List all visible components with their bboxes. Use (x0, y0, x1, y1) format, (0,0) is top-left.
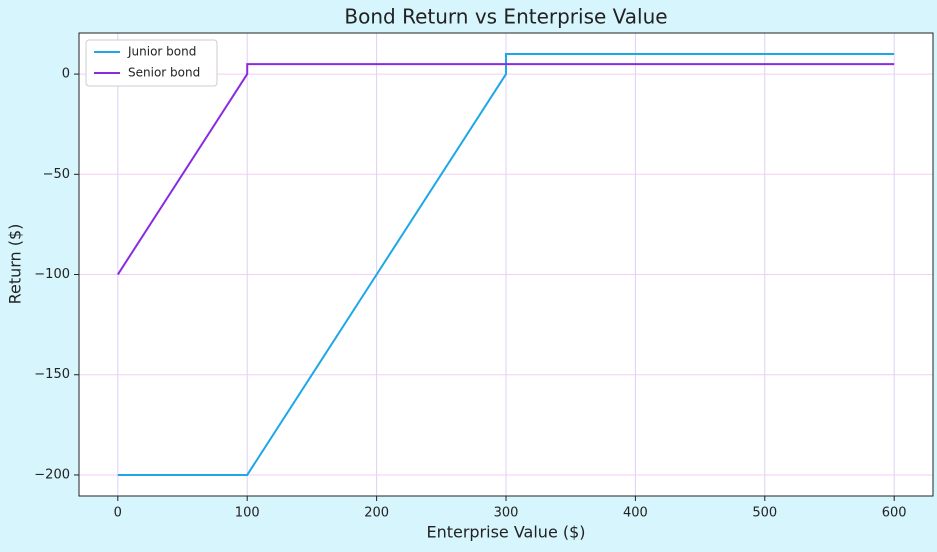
x-tick-label: 100 (235, 506, 260, 521)
y-axis-label: Return ($) (6, 224, 25, 305)
legend-label: Junior bond (127, 45, 196, 59)
line-series (116, 63, 895, 276)
x-tick-label: 0 (114, 506, 122, 521)
plot-frame (78, 32, 934, 497)
line-series (117, 53, 895, 476)
legend-label: Senior bond (128, 66, 200, 80)
x-tick-label: 300 (494, 506, 519, 521)
x-tick-label: 400 (623, 506, 648, 521)
x-tick-label: 600 (882, 506, 907, 521)
x-axis-label: Enterprise Value ($) (426, 523, 585, 542)
y-tick-label: −100 (34, 267, 70, 282)
y-tick-label: −50 (43, 167, 70, 182)
x-tick-label: 500 (752, 506, 777, 521)
x-tick-label: 200 (364, 506, 389, 521)
y-tick-label: −200 (34, 467, 70, 482)
y-tick-label: −150 (34, 367, 70, 382)
chart-title: Bond Return vs Enterprise Value (344, 5, 667, 29)
y-tick-label: 0 (62, 67, 70, 82)
